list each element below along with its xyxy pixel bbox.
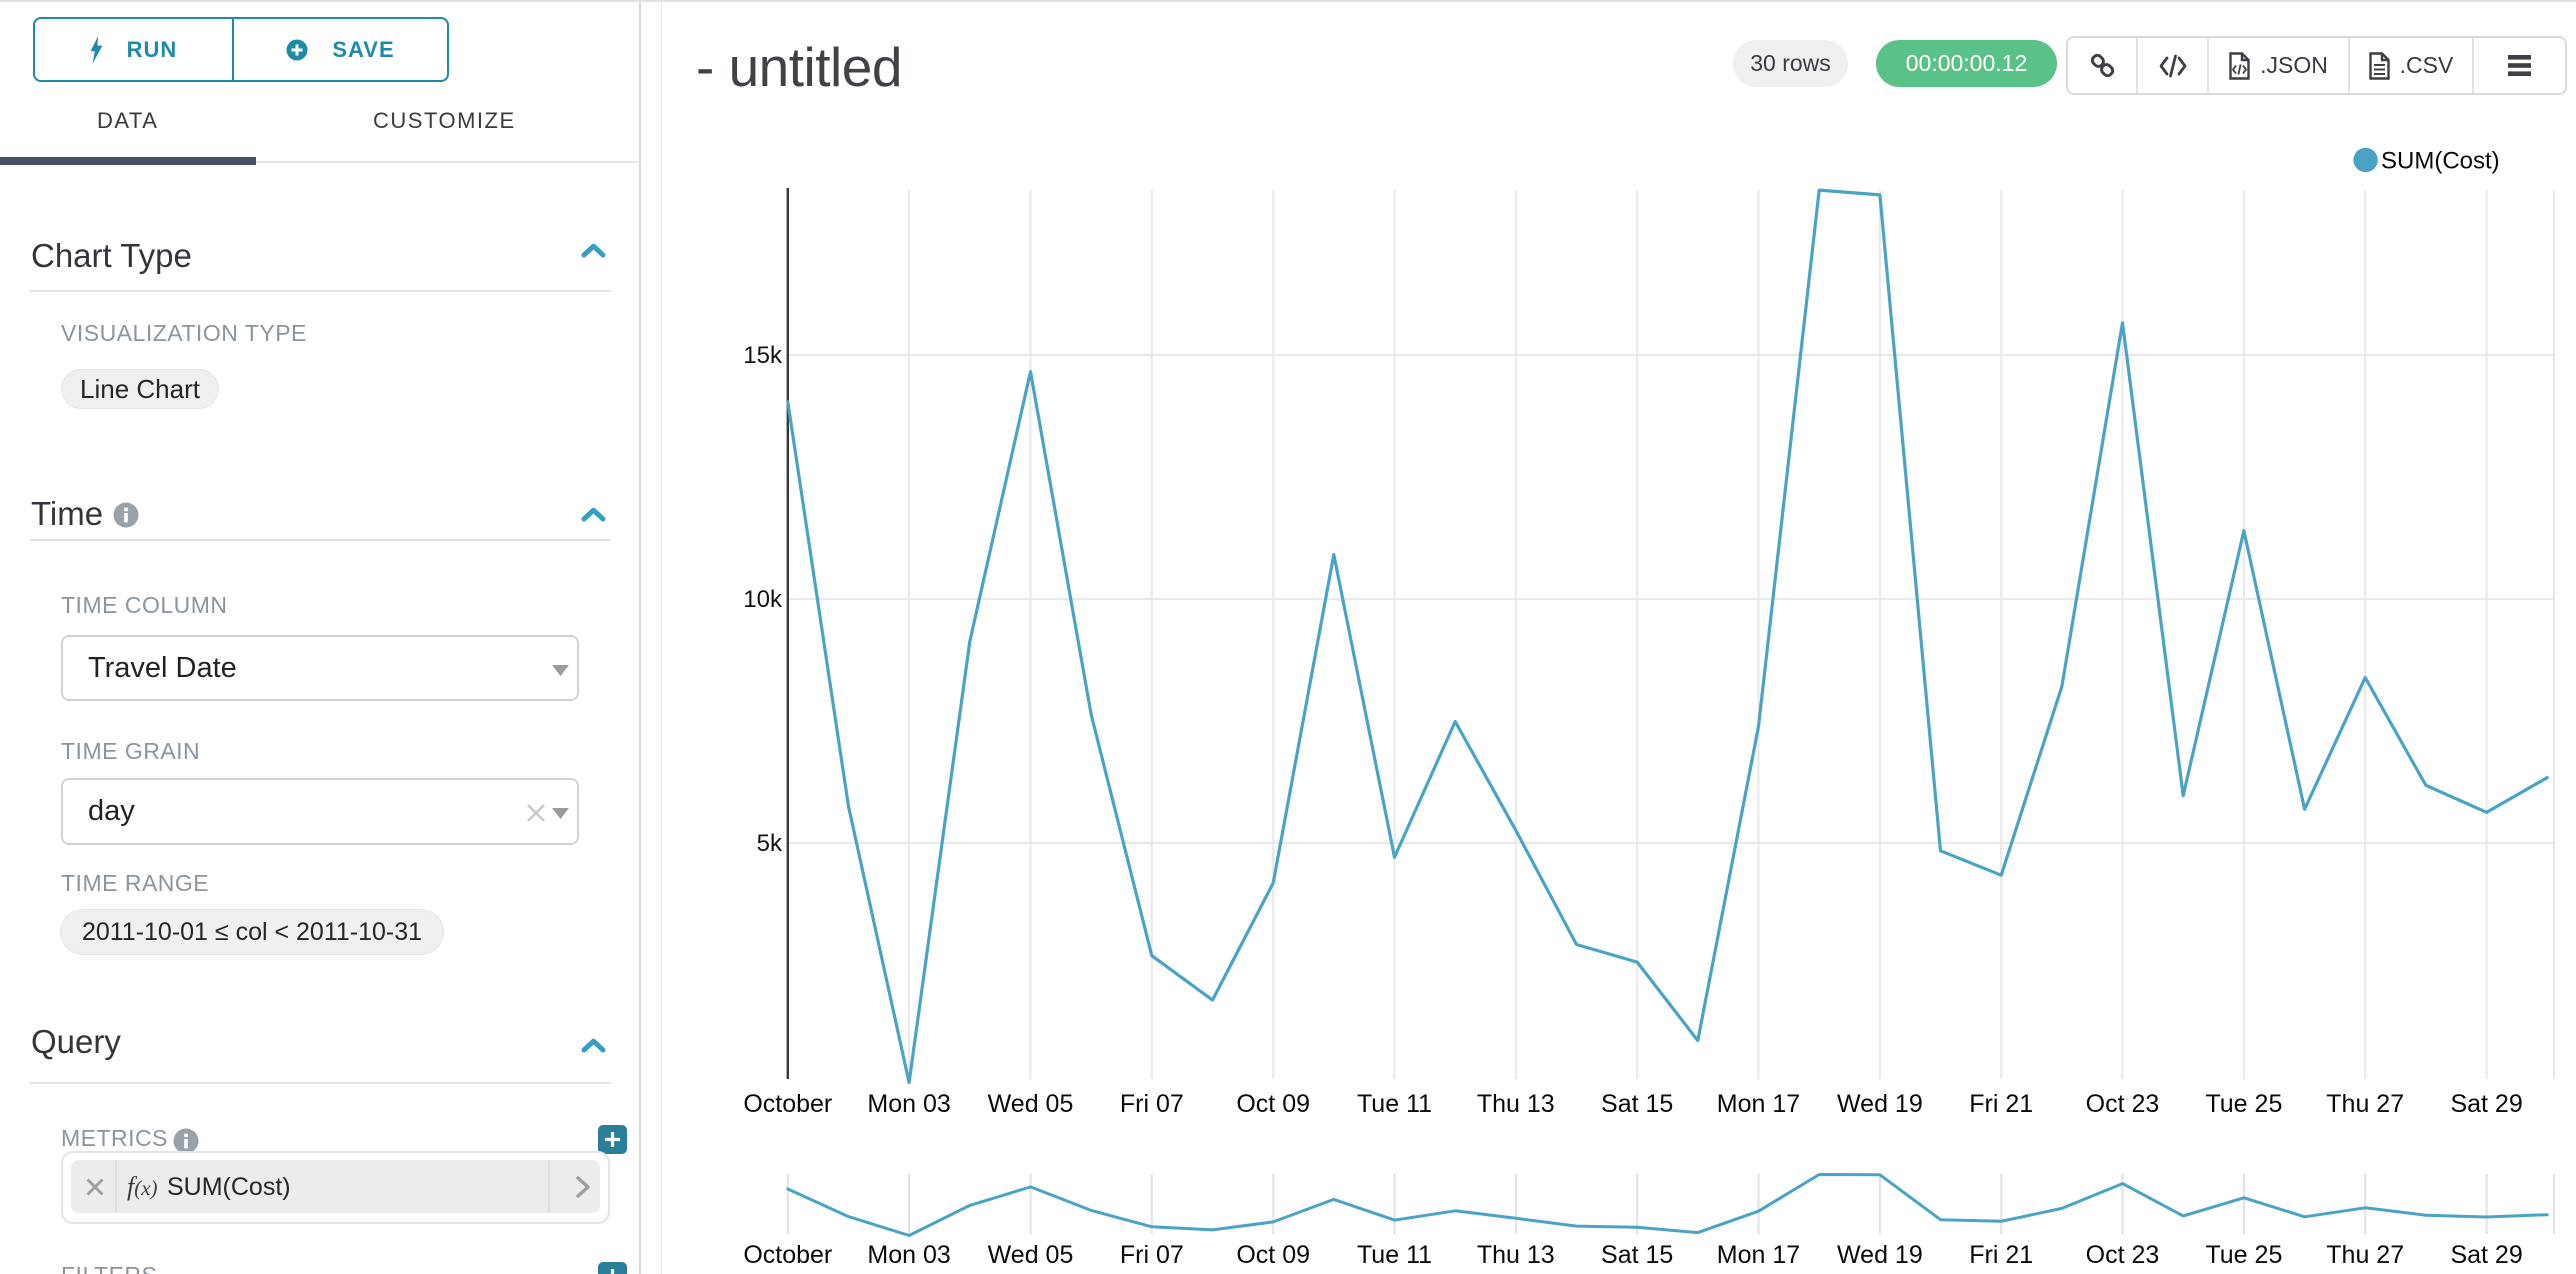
svg-text:Mon 17: Mon 17 <box>1717 1090 1800 1118</box>
svg-text:Fri 21: Fri 21 <box>1969 1090 2033 1118</box>
svg-text:Mon 17: Mon 17 <box>1717 1241 1800 1269</box>
svg-text:Mon 03: Mon 03 <box>867 1241 950 1269</box>
svg-text:5k: 5k <box>757 830 783 857</box>
svg-text:Tue 25: Tue 25 <box>2205 1090 2282 1118</box>
svg-text:Oct 09: Oct 09 <box>1236 1241 1310 1269</box>
svg-text:Fri 07: Fri 07 <box>1120 1090 1184 1118</box>
svg-text:Tue 11: Tue 11 <box>1357 1241 1432 1269</box>
svg-text:Sat 15: Sat 15 <box>1601 1090 1673 1118</box>
svg-text:October: October <box>743 1090 832 1118</box>
svg-text:Oct 23: Oct 23 <box>2086 1090 2160 1118</box>
svg-text:Sat 29: Sat 29 <box>2450 1241 2522 1269</box>
svg-text:Wed 05: Wed 05 <box>988 1241 1074 1269</box>
svg-text:Fri 21: Fri 21 <box>1969 1241 2033 1269</box>
svg-text:Thu 27: Thu 27 <box>2326 1241 2404 1269</box>
svg-text:Sat 15: Sat 15 <box>1601 1241 1673 1269</box>
svg-text:Wed 05: Wed 05 <box>988 1090 1074 1118</box>
svg-text:Tue 25: Tue 25 <box>2205 1241 2282 1269</box>
svg-text:Oct 23: Oct 23 <box>2086 1241 2160 1269</box>
svg-text:SUM(Cost): SUM(Cost) <box>2381 148 2500 175</box>
svg-text:Thu 13: Thu 13 <box>1477 1090 1555 1118</box>
svg-text:Wed 19: Wed 19 <box>1837 1241 1923 1269</box>
svg-text:10k: 10k <box>743 586 783 613</box>
svg-text:15k: 15k <box>743 342 783 369</box>
svg-text:Mon 03: Mon 03 <box>867 1090 950 1118</box>
svg-text:Fri 07: Fri 07 <box>1120 1241 1184 1269</box>
svg-text:Thu 13: Thu 13 <box>1477 1241 1555 1269</box>
svg-text:Thu 27: Thu 27 <box>2326 1090 2404 1118</box>
svg-text:Oct 09: Oct 09 <box>1236 1090 1310 1118</box>
svg-text:Tue 11: Tue 11 <box>1357 1090 1432 1118</box>
svg-text:Sat 29: Sat 29 <box>2450 1090 2522 1118</box>
svg-text:Wed 19: Wed 19 <box>1837 1090 1923 1118</box>
svg-text:October: October <box>743 1241 832 1269</box>
